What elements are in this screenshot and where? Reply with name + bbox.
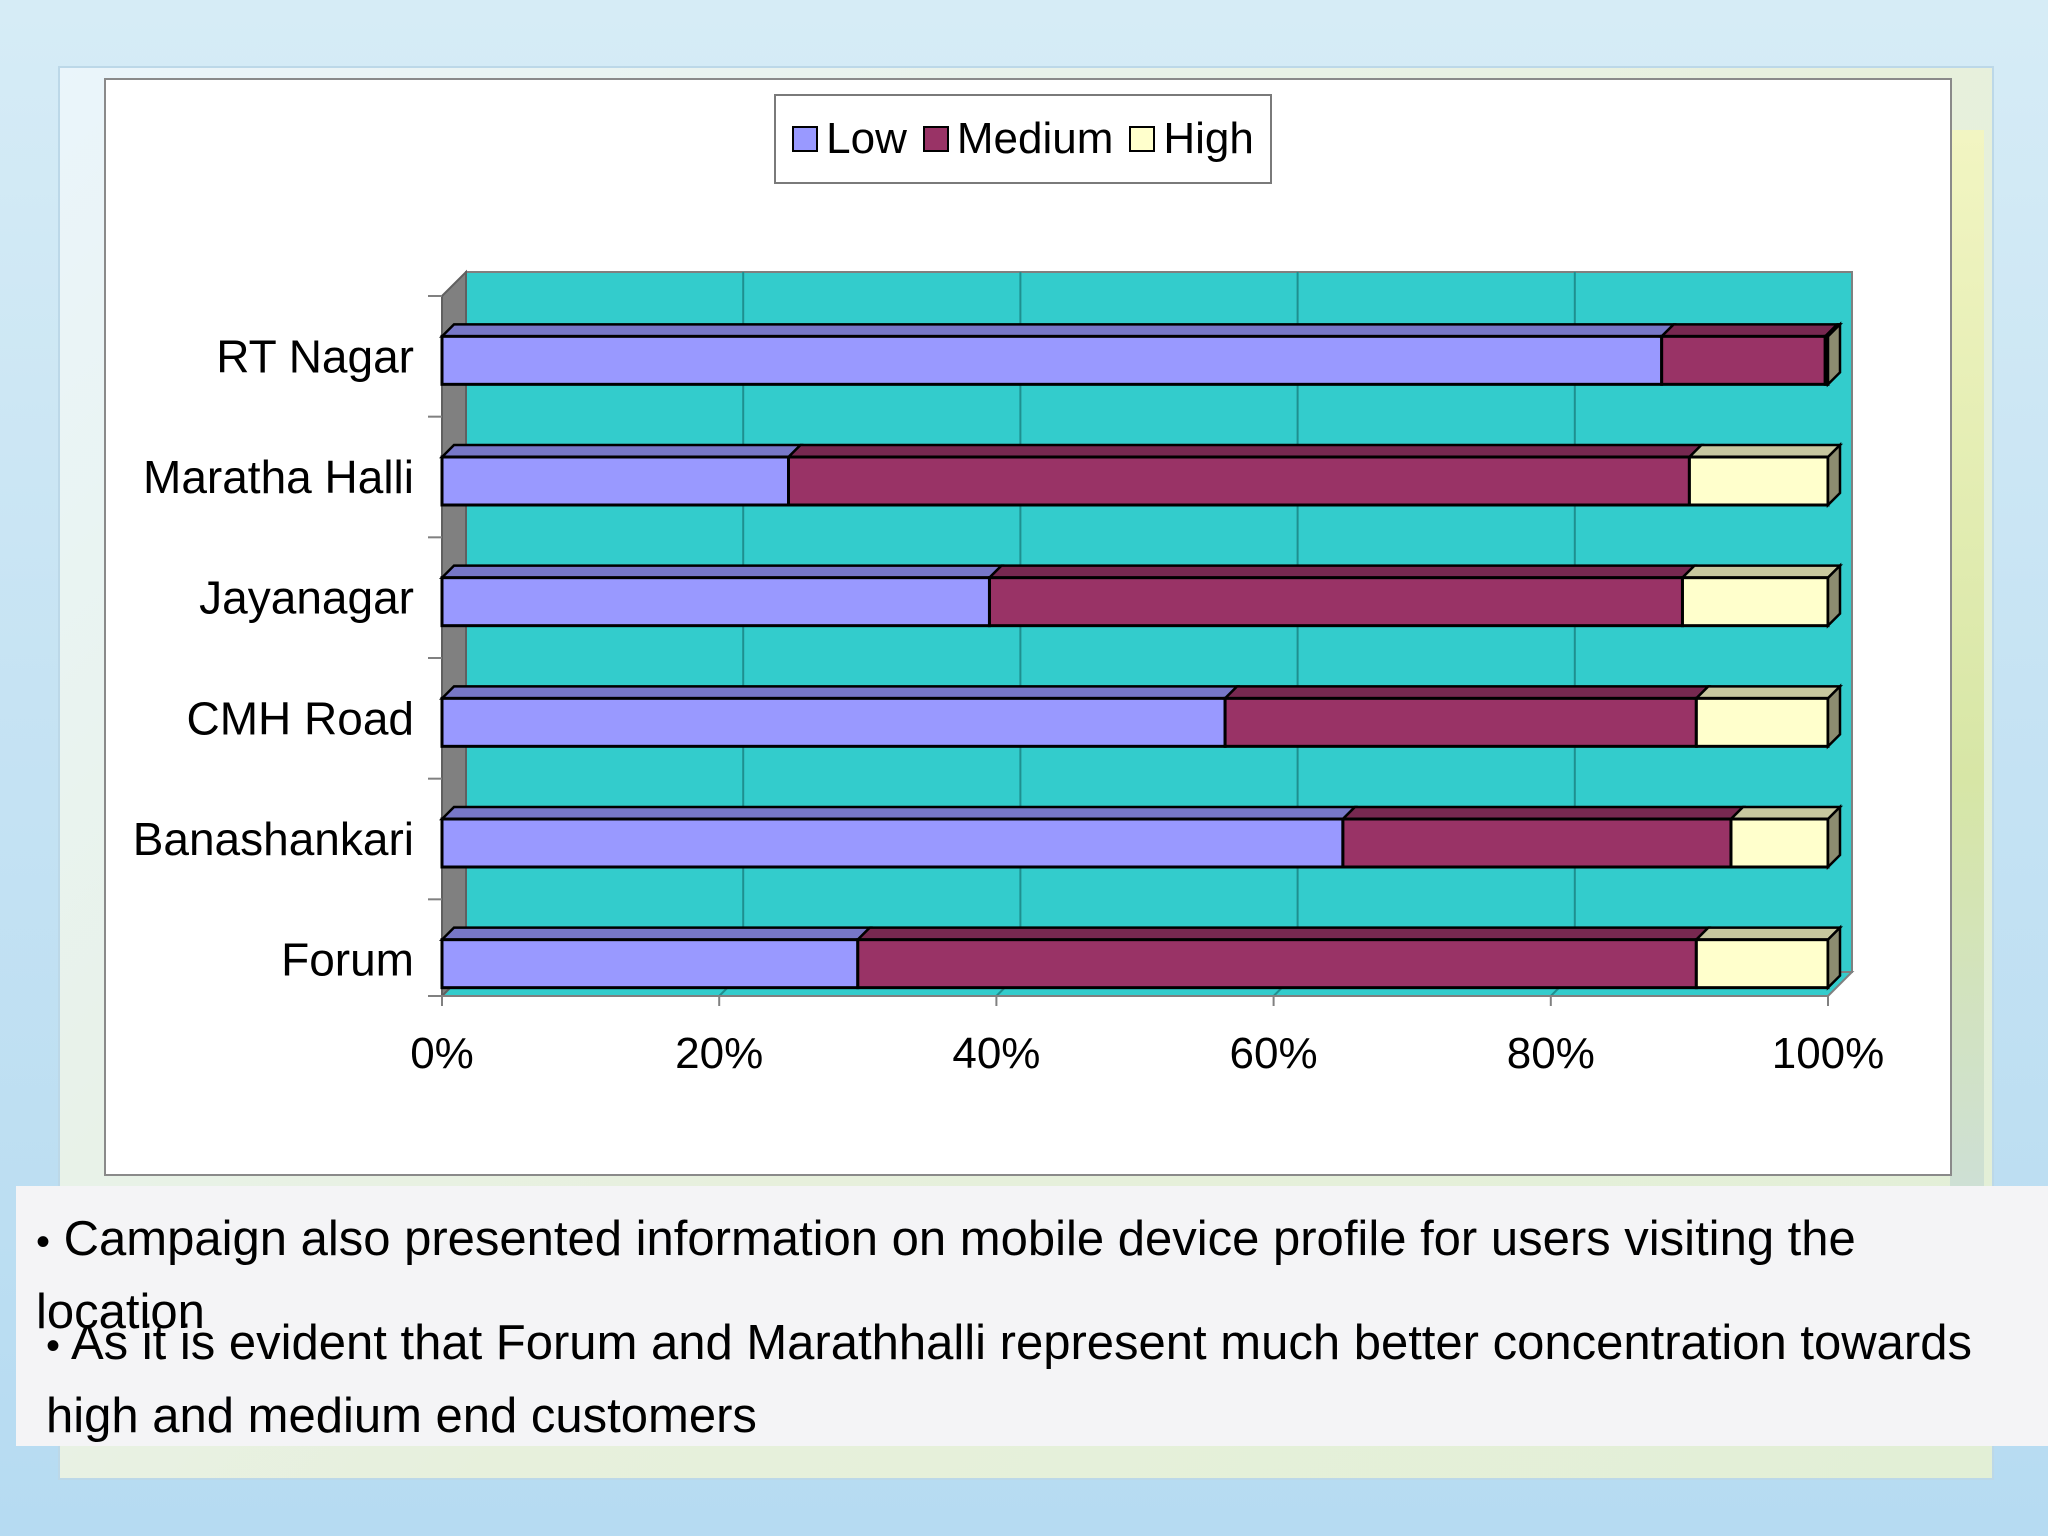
legend-swatch-high [1129, 126, 1156, 152]
bar-segment-medium [1222, 685, 1712, 748]
category-label: RT Nagar [216, 330, 414, 382]
bar-segment-low [438, 443, 804, 507]
chart-legend: Low Medium High [774, 94, 1272, 184]
bar-segment-medium [854, 926, 1712, 990]
x-tick-label: 20% [675, 1029, 763, 1078]
bar-segment-high [1679, 562, 1844, 629]
bar-segment-medium [986, 564, 1698, 628]
legend-item-high: High [1129, 114, 1254, 164]
legend-item-medium: Medium [922, 114, 1114, 164]
bar-segment-low [438, 926, 873, 990]
bar-segment-low [438, 564, 1005, 628]
legend-item-low: Low [792, 114, 907, 164]
category-label: Forum [281, 934, 414, 986]
category-label: Jayanagar [199, 572, 414, 624]
x-tick-label: 100% [1772, 1029, 1885, 1078]
bar-segment-high [1727, 803, 1844, 871]
x-tick-label: 0% [410, 1029, 474, 1078]
x-tick-label: 60% [1230, 1029, 1318, 1078]
category-label: Banashankari [133, 813, 414, 865]
legend-swatch-medium [922, 126, 949, 152]
bullet-2: • As it is evident that Forum and Marath… [46, 1308, 2036, 1451]
bullet-dot: • [46, 1324, 61, 1368]
bar-segment-high [1693, 924, 1844, 991]
bar-segment-low [438, 685, 1241, 748]
bar-segment-low [438, 323, 1677, 386]
bullet-1: • Campaign also presented information on… [36, 1204, 2026, 1347]
bar-segment-low [438, 805, 1358, 869]
x-tick-label: 80% [1507, 1029, 1595, 1078]
x-tick-label: 40% [952, 1029, 1040, 1078]
legend-label-medium: Medium [956, 114, 1114, 163]
bullet-dot: • [36, 1220, 51, 1264]
category-label: CMH Road [186, 692, 414, 744]
bar-segment-high [1693, 683, 1844, 750]
text-box: • Campaign also presented information on… [16, 1186, 2048, 1446]
bar-segment-medium [1339, 805, 1746, 869]
bullet-2-text: As it is evident that Forum and Marathha… [46, 1316, 1972, 1443]
bar-segment-high [1686, 441, 1844, 509]
bar-segment-high [1822, 321, 1844, 388]
stacked-bar-chart: 0% 20% 40% 60% 80% 100% RT Nagar Maratha Halli J… [133, 269, 1885, 1078]
legend-label-high: High [1163, 114, 1254, 163]
bar-segment-medium [1658, 323, 1841, 386]
legend-swatch-low [792, 126, 819, 152]
legend-label-low: Low [826, 114, 907, 163]
bullet-1-text: Campaign also presented information on m… [36, 1212, 1856, 1339]
bar-segment-medium [785, 443, 1705, 507]
category-label: Maratha Halli [143, 451, 414, 503]
